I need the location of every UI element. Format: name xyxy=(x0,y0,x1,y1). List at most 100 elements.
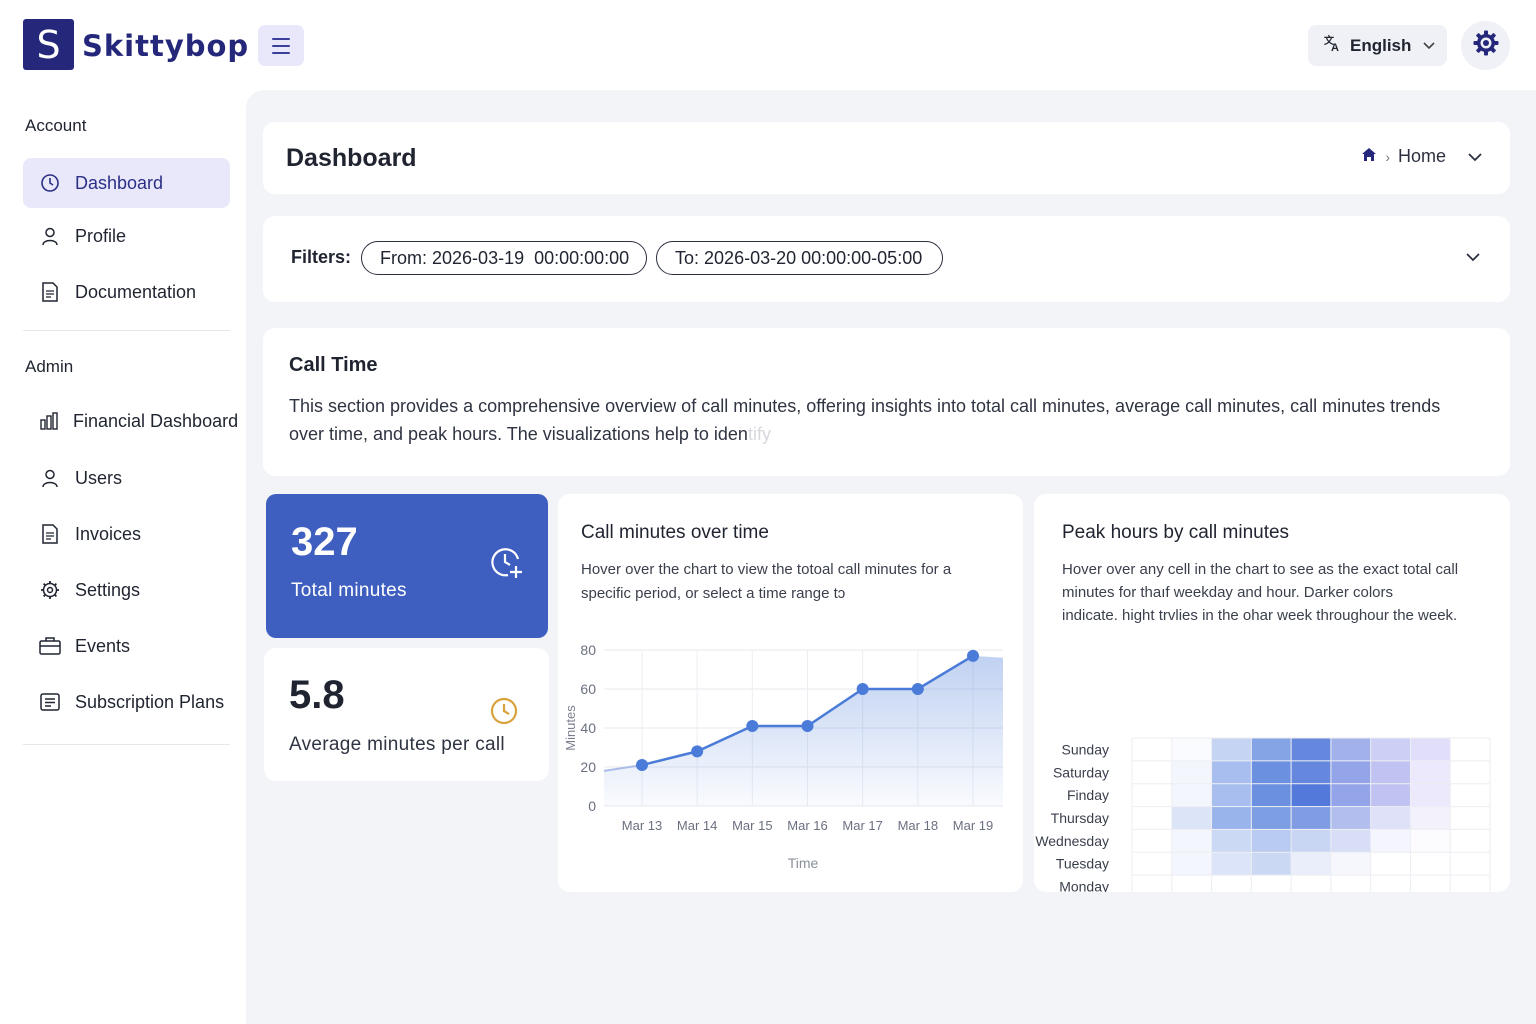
document-icon xyxy=(39,281,61,303)
heatmap-cell xyxy=(1410,807,1450,829)
heatmap-cell xyxy=(1331,807,1371,829)
language-label: English xyxy=(1350,35,1412,55)
x-tick-label: Mar 19 xyxy=(953,818,993,833)
y-axis-label: Minutes xyxy=(563,705,578,751)
sidebar-item-invoices[interactable]: Invoices xyxy=(23,509,230,559)
sidebar-divider xyxy=(23,330,230,331)
sidebar-divider xyxy=(23,744,230,745)
line-chart[interactable]: 0 20 40 60 80 Mar 13 Mar 14 Mar 15 Mar 16 Mar 17 M… xyxy=(558,494,1023,892)
y-tick-label: 80 xyxy=(580,642,596,658)
clock-icon xyxy=(489,696,519,731)
line-chart-title: Call minutes over time xyxy=(581,522,769,543)
briefcase-icon xyxy=(39,635,61,657)
chevron-down-icon[interactable] xyxy=(1466,249,1480,267)
heatmap-cell xyxy=(1410,784,1450,807)
to-date-filter[interactable]: To: 2026-03-20 00:00:00-05:00 xyxy=(656,241,943,275)
sidebar-item-events[interactable]: Events xyxy=(23,621,230,671)
x-tick-label: Mar 15 xyxy=(732,818,772,833)
x-tick-label: Mar 13 xyxy=(622,818,662,833)
row-label: Sunday xyxy=(1062,741,1109,757)
svg-text:A: A xyxy=(1331,42,1339,52)
average-minutes-label: Average minutes per call xyxy=(289,734,505,755)
x-axis-label: Time xyxy=(788,855,819,871)
average-minutes-value: 5.8 xyxy=(289,673,345,717)
heatmap-cell xyxy=(1251,829,1291,852)
y-tick-label: 20 xyxy=(580,759,596,775)
heatmap-cell xyxy=(1172,807,1212,829)
sidebar-item-label: Financial Dashboard xyxy=(73,410,239,431)
heatmap-cell xyxy=(1172,852,1212,875)
page-header-card: Dashboard › Home xyxy=(263,122,1510,194)
main-content: Dashboard › Home Filters: From: 2026-03-… xyxy=(246,90,1536,1024)
series-line-lead xyxy=(603,764,643,772)
brand-name[interactable]: Skittybop xyxy=(82,29,250,63)
data-point xyxy=(746,720,759,733)
breadcrumb-separator: › xyxy=(1385,148,1390,165)
sidebar-item-settings[interactable]: Settings xyxy=(23,565,230,615)
sidebar-item-label: Profile xyxy=(75,225,127,246)
home-icon[interactable] xyxy=(1361,146,1377,167)
heatmap-cell xyxy=(1212,738,1251,761)
breadcrumb-home[interactable]: Home xyxy=(1397,146,1446,166)
sidebar-item-subscription-plans[interactable]: Subscription Plans xyxy=(23,677,230,727)
from-date-filter[interactable]: From: 2026-03-19 00:00:00:00 xyxy=(361,241,647,275)
x-tick-label: Mar 16 xyxy=(787,818,827,833)
data-point xyxy=(856,683,869,695)
settings-button[interactable] xyxy=(1461,21,1510,70)
clock-plus-icon xyxy=(488,544,526,587)
sidebar-item-documentation[interactable]: Documentation xyxy=(23,267,230,317)
sidebar: Account Dashboard Profile Documentation … xyxy=(0,90,246,1024)
heatmap-cell xyxy=(1331,852,1371,875)
sidebar-item-label: Users xyxy=(75,467,123,488)
sidebar-item-financial-dashboard[interactable]: Financial Dashboard xyxy=(23,396,238,446)
heatmap-cell xyxy=(1331,829,1371,852)
y-tick-label: 0 xyxy=(588,798,596,814)
row-label: Thursday xyxy=(1051,810,1109,826)
heatmap-cell xyxy=(1411,830,1450,852)
heatmap-cell xyxy=(1251,738,1291,761)
sidebar-item-dashboard[interactable]: Dashboard xyxy=(23,158,230,208)
heatmap-cell xyxy=(1371,807,1410,829)
sidebar-item-label: Documentation xyxy=(75,281,197,302)
heatmap-cell xyxy=(1331,738,1371,761)
user-icon xyxy=(39,225,61,247)
x-tick-label: Mar 14 xyxy=(677,818,717,833)
x-tick-label: Mar 18 xyxy=(898,818,938,833)
heatmap-description: Hover over any cell in the chart to see … xyxy=(1062,561,1459,624)
clock-icon xyxy=(39,172,61,194)
logo[interactable]: S xyxy=(23,19,74,70)
page-title: Dashboard xyxy=(286,144,417,172)
heatmap-cell xyxy=(1291,761,1331,784)
list-icon xyxy=(39,691,61,713)
heatmap-cell xyxy=(1371,738,1410,761)
total-minutes-card: 327 Total minutes xyxy=(266,494,548,638)
data-point xyxy=(636,759,648,772)
heatmap-cell xyxy=(1371,784,1410,807)
heatmap-chart[interactable]: Sunday Saturday Finday Thursday Wednesday Tue… xyxy=(1034,494,1510,892)
heatmap-cell xyxy=(1251,784,1291,807)
data-point xyxy=(967,649,979,662)
heatmap-cell xyxy=(1212,807,1251,829)
heatmap-cell xyxy=(1291,852,1331,875)
bar-chart-icon xyxy=(39,410,59,432)
sidebar-item-users[interactable]: Users xyxy=(23,453,230,503)
total-minutes-value: 327 xyxy=(291,520,358,564)
heatmap-cell xyxy=(1291,829,1331,852)
heatmap-cell xyxy=(1212,761,1251,784)
x-tick-label: Mar 17 xyxy=(842,818,882,833)
chevron-down-icon[interactable] xyxy=(1468,146,1482,167)
gear-icon xyxy=(39,579,61,601)
sidebar-item-label: Dashboard xyxy=(75,172,164,193)
breadcrumb[interactable]: › Home xyxy=(1361,146,1482,167)
heatmap-cell xyxy=(1331,784,1371,807)
heatmap-title: Peak hours by call minutes xyxy=(1062,522,1290,543)
row-label: Finday xyxy=(1067,787,1109,803)
sidebar-item-profile[interactable]: Profile xyxy=(23,211,230,261)
heatmap-cell xyxy=(1291,784,1331,807)
heatmap-cell xyxy=(1172,738,1212,761)
heatmap-cell xyxy=(1212,829,1251,852)
account-section-label: Account xyxy=(25,116,87,135)
menu-toggle-button[interactable] xyxy=(258,25,304,66)
